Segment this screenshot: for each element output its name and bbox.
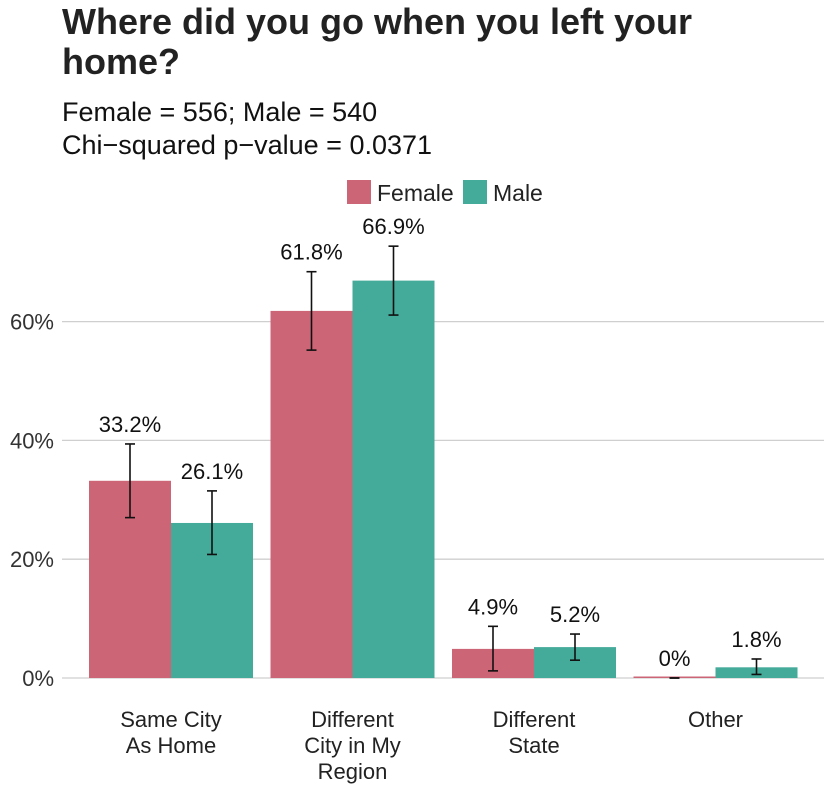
y-tick-label: 0% (22, 666, 54, 691)
y-tick-label: 40% (10, 428, 54, 453)
x-tick-label: Region (318, 759, 388, 784)
legend-swatch-female (347, 180, 371, 204)
y-tick-label: 60% (10, 310, 54, 335)
data-label: 66.9% (362, 214, 424, 239)
data-label: 4.9% (468, 594, 518, 619)
legend-label-female: Female (377, 180, 454, 206)
chart-subtitle-sample-sizes: Female = 556; Male = 540 (62, 97, 378, 127)
bar-female (270, 310, 353, 678)
x-tick-label: State (508, 733, 559, 758)
data-label: 61.8% (280, 240, 342, 265)
data-label: 5.2% (550, 602, 600, 627)
bar-male (352, 280, 435, 678)
data-label: 26.1% (181, 459, 243, 484)
x-tick-label: Different (493, 707, 576, 732)
data-label: 1.8% (731, 627, 781, 652)
data-label: 0% (659, 646, 691, 671)
y-tick-label: 20% (10, 547, 54, 572)
legend-swatch-male (463, 180, 487, 204)
chart-title: Where did you go when you left your home… (62, 1, 693, 82)
x-tick-label: Different (311, 707, 394, 732)
data-label: 33.2% (99, 412, 161, 437)
chart-subtitle-p-value: Chi−squared p−value = 0.0371 (62, 130, 433, 160)
legend-label-male: Male (493, 180, 543, 206)
x-tick-label: Same City (120, 707, 221, 732)
x-tick-label: City in My (304, 733, 401, 758)
x-tick-label: Other (688, 707, 743, 732)
x-tick-label: As Home (126, 733, 216, 758)
